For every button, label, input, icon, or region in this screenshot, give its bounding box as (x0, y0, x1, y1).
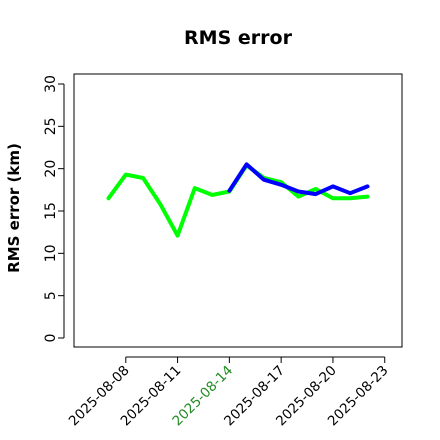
y-tick-label: 0 (43, 334, 59, 343)
x-ticks: 2025-08-082025-08-112025-08-142025-08-17… (66, 357, 392, 429)
series-layer (106, 162, 370, 238)
y-tick-label: 10 (43, 244, 59, 262)
plot-frame (73, 73, 403, 348)
y-tick-label: 15 (43, 202, 59, 220)
y-axis-label: RMS error (km) (5, 143, 23, 273)
y-tick-label: 30 (43, 75, 59, 93)
series-line-1 (227, 162, 370, 197)
y-tick-label: 20 (43, 160, 59, 178)
y-tick-label: 25 (43, 117, 59, 135)
y-tick-label: 5 (43, 291, 59, 300)
y-ticks: 0 5 10 15 20 25 30 (43, 75, 64, 342)
chart-title: RMS error (184, 27, 293, 49)
